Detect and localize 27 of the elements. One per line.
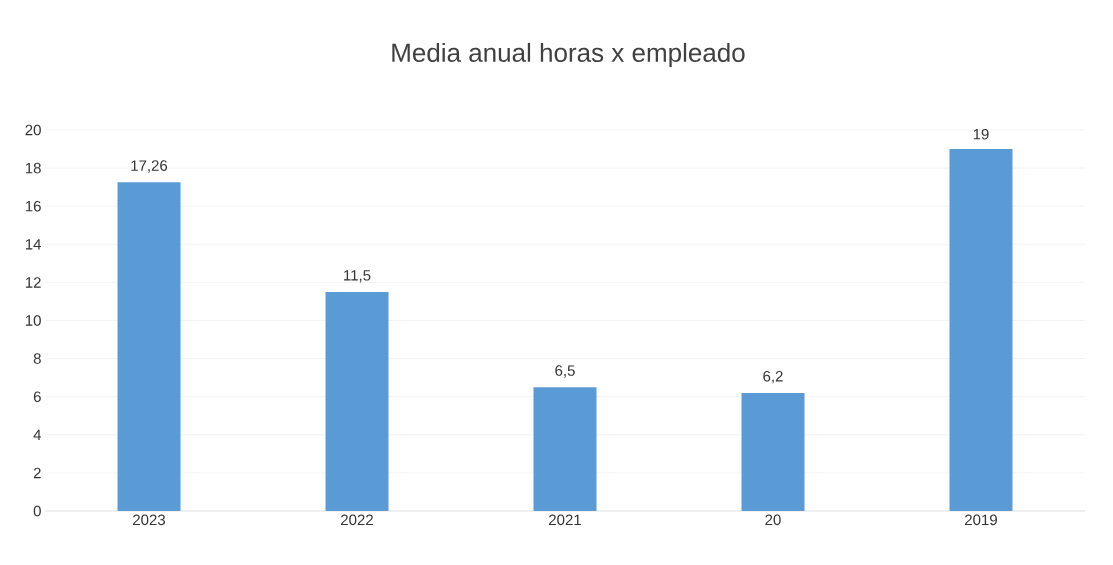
bar	[117, 182, 181, 511]
y-tick-label: 12	[25, 277, 41, 288]
y-tick-label: 0	[33, 505, 41, 517]
x-tick-label: 2021	[549, 514, 581, 526]
x-tick-label: 20	[765, 514, 781, 526]
data-label: 19	[973, 128, 989, 140]
y-tick-label: 18	[25, 162, 41, 174]
y-tick-label: 2	[33, 467, 41, 479]
y-tick-label: 10	[25, 315, 41, 326]
x-tick-label: 2023	[133, 514, 166, 526]
x-tick-label: 2022	[341, 514, 373, 526]
data-label: 6,2	[763, 370, 783, 384]
bar	[325, 291, 389, 511]
bar	[741, 392, 805, 511]
data-label: 6,5	[555, 365, 575, 378]
data-label: 17,26	[131, 160, 168, 173]
chart-title: Media anual horas x empleado	[392, 42, 745, 68]
data-label: 11,5	[344, 270, 371, 283]
y-tick-label: 8	[33, 353, 41, 364]
y-tick-label: 14	[25, 239, 42, 250]
bar	[949, 149, 1013, 511]
y-tick-label: 6	[33, 391, 41, 402]
y-tick-label: 16	[25, 200, 41, 212]
y-tick-label: 4	[33, 429, 42, 440]
bar	[533, 387, 597, 511]
y-tick-label: 20	[25, 124, 41, 136]
x-tick-label: 2019	[965, 514, 997, 526]
